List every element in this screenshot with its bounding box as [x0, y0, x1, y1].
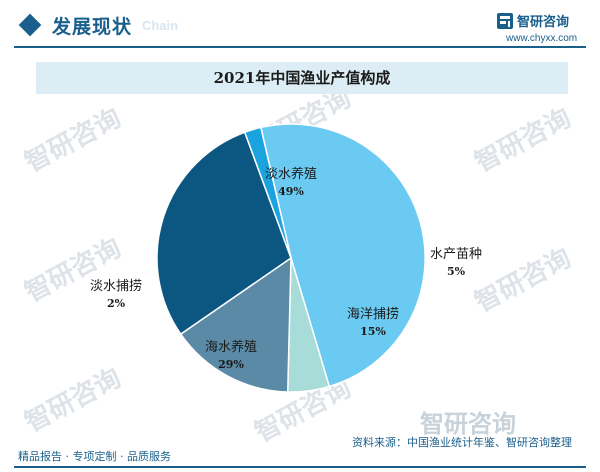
footer-divider — [14, 466, 586, 468]
pie-slice — [179, 256, 292, 393]
logo-name: 智研咨询 — [517, 15, 570, 30]
header-divider — [14, 46, 586, 48]
slice-value-label: 15% — [360, 325, 386, 338]
slice-label: 海水养殖 — [205, 339, 257, 355]
logo-url: www.chyxx.com — [506, 33, 578, 44]
chart-title-bar: 2021年中国渔业产值构成 — [36, 62, 568, 94]
pie-slice — [259, 123, 426, 388]
logo: 智研咨询 www.chyxx.com — [496, 10, 592, 48]
slice-label: 海洋捕捞 — [347, 306, 399, 322]
source-note: 资料来源：中国渔业统计年鉴、智研咨询整理 — [352, 436, 572, 449]
pie-slice — [243, 126, 292, 259]
slice-value-label: 2% — [107, 297, 126, 310]
chart-title: 2021年中国渔业产值构成 — [213, 69, 391, 87]
slice-label: 水产苗种 — [430, 247, 482, 262]
pie-slice — [156, 131, 292, 336]
section-subtitle: Chain — [142, 18, 179, 33]
watermark-logo: 智研咨询 — [420, 410, 516, 438]
section-title: 发展现状 — [52, 16, 133, 38]
header: 发展现状 Chain 智研咨询 www.chyxx.com — [0, 0, 600, 52]
slice-value-label: 5% — [447, 265, 466, 278]
slice-value-label: 29% — [218, 358, 244, 371]
slice-label: 淡水养殖 — [265, 166, 317, 182]
slice-value-label: 49% — [278, 185, 304, 198]
footer-tagline: 精品报告 · 专项定制 · 品质服务 — [18, 450, 171, 463]
slice-label: 淡水捕捞 — [90, 278, 142, 294]
logo-icon — [497, 13, 513, 29]
